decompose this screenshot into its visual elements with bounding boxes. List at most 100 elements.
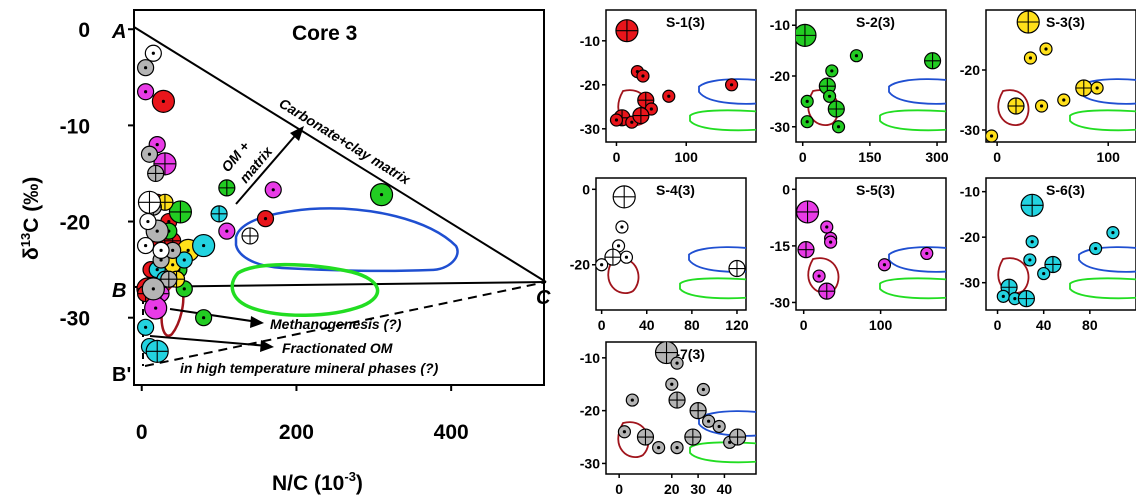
main-white-point-49 <box>137 236 155 255</box>
panel-6: S-6(3) 0 40 80 -10 -20 -30 <box>960 177 1136 333</box>
panel-6-x-tick-label-0: 0 <box>994 317 1002 333</box>
panel-5: S-5(3) 0 100 0 -15 -30 <box>770 177 947 333</box>
panel-7-gray-point-5 <box>696 382 710 397</box>
panel-5-magenta-point-0 <box>796 200 820 224</box>
panel-3-yellow-point-2 <box>1039 42 1053 56</box>
panel-2-y-tick-label-0: -10 <box>770 17 790 33</box>
panel-5-x-tick-label-1: 100 <box>869 317 893 333</box>
main-magenta-point-25 <box>264 181 282 199</box>
panel-1-points <box>609 19 739 129</box>
panel-7-gray-point-9 <box>636 428 655 446</box>
green-field-main <box>230 262 380 318</box>
panel-2-x-tick-label-2: 300 <box>925 149 949 165</box>
panel-7-y-tick-label-1: -20 <box>580 403 600 419</box>
panel-2: S-2(3) 0 150 300 -10 -20 -30 <box>770 9 949 165</box>
panel-5-points <box>796 200 934 300</box>
panel-2-green-point-4 <box>822 89 837 103</box>
main-y-tick-label-2: -20 <box>60 212 90 235</box>
methanogenesis-arrowhead <box>250 316 264 328</box>
panel-1-x-tick-label-1: 100 <box>675 149 699 165</box>
panel-3-y-tick-label-1: -30 <box>960 122 980 138</box>
panel-7-gray-point-4 <box>625 393 639 407</box>
panel-2-frame <box>795 9 947 143</box>
panel-1-red-point-7 <box>609 113 624 127</box>
main-magenta-point-22 <box>137 83 155 101</box>
panel-1-y-tick-label-1: -20 <box>580 77 600 93</box>
panel-7-gray-point-7 <box>702 414 716 428</box>
panel-3-frame <box>985 9 1136 143</box>
line-a-c <box>133 26 547 283</box>
panel-6-cyan-point-1 <box>1025 235 1039 249</box>
panel-6-cyan-point-3 <box>1044 255 1062 274</box>
panel-7-gray-point-12 <box>684 428 702 446</box>
panel-2-green-point-6 <box>827 100 845 118</box>
panel-3: S-3(3) 0 100 -20 -30 <box>960 9 1136 165</box>
panel-7-y-tick-label-0: -10 <box>580 350 600 366</box>
panel-1-red-point-0 <box>615 19 639 43</box>
panel-4-y-tick-label-1: -20 <box>570 257 590 273</box>
panel-1-x-tick-label-0: 0 <box>613 149 621 165</box>
methanogenesis-arrow <box>169 308 259 323</box>
panel-7-gray-point-13 <box>712 419 726 434</box>
point-b-label: B <box>112 280 126 302</box>
panel-5-magenta-point-8 <box>920 246 934 261</box>
panel-2-x-tick-label-0: 0 <box>799 149 807 165</box>
methanogenesis-label: Methanogenesis (?) <box>270 316 402 332</box>
panel-4: S-4(3) 0 40 80 120 0 -20 <box>570 177 749 333</box>
om-matrix-arrowhead <box>290 126 304 141</box>
panel-7: S-7(3)0 20 30 40-10-20-30 <box>580 341 757 497</box>
panel-2-green-point-2 <box>849 49 864 63</box>
panel-4-white-point-3 <box>604 248 622 266</box>
panel-4-y-tick-label-0: 0 <box>582 181 590 197</box>
line-b-c <box>133 281 547 288</box>
panel-2-y-tick-label-2: -30 <box>770 119 790 135</box>
panel-7-gray-point-0 <box>654 342 679 365</box>
panel-6-cyan-point-10 <box>1037 266 1051 281</box>
panel-7-gray-point-2 <box>665 377 679 391</box>
fractionated-arrowhead <box>260 340 274 352</box>
panel-1-red-point-5 <box>662 89 676 103</box>
panel-2-green-point-7 <box>800 115 814 129</box>
main-data-points <box>136 44 394 363</box>
panel-1-y-tick-label-2: -30 <box>580 121 600 137</box>
main-x-tick-label-2: 400 <box>434 421 469 444</box>
panel-3-x-tick-label-0: 0 <box>993 149 1001 165</box>
main-red-point-7 <box>256 210 275 228</box>
panel-3-fields <box>997 78 1136 132</box>
main-y-tick-label-0: 0 <box>78 19 90 42</box>
panel-3-y-tick-label-0: -20 <box>960 62 980 78</box>
main-white-point-48 <box>137 190 162 214</box>
panel-5-magenta-point-4 <box>824 235 838 249</box>
panel-4-white-point-5 <box>596 258 609 272</box>
panel-6-cyan-point-9 <box>1017 290 1035 308</box>
main-cyan-point-31 <box>175 251 193 269</box>
main-white-point-46 <box>144 44 162 62</box>
panel-2-title: S-2(3) <box>856 14 895 30</box>
main-cyan-point-36 <box>145 339 169 363</box>
main-red-point-8 <box>151 89 175 113</box>
main-white-point-47 <box>139 212 157 231</box>
main-white-point-51 <box>241 227 259 245</box>
panel-6-cyan-point-5 <box>1106 226 1120 240</box>
panel-6-x-tick-label-1: 40 <box>1036 317 1052 333</box>
panel-3-x-tick-label-1: 100 <box>1097 149 1121 165</box>
panel-5-x-tick-label-0: 0 <box>800 317 808 333</box>
panel-4-white-point-6 <box>728 259 746 278</box>
x-axis-title: N/C (10-3) <box>272 469 363 495</box>
y-axis-title: δ13C (‰) <box>18 177 43 260</box>
panel-2-green-point-1 <box>825 64 839 78</box>
main-green-point-16 <box>369 183 394 207</box>
panel-4-x-tick-label-1: 40 <box>639 317 655 333</box>
fractionated-label-2: in high temperature mineral phases (?) <box>180 360 439 376</box>
panel-7-x-tick-label-3: 40 <box>717 481 733 497</box>
panel-1-red-point-2 <box>636 69 650 83</box>
panel-5-magenta-point-3 <box>797 241 815 259</box>
panel-3-title: S-3(3) <box>1046 14 1085 30</box>
panel-1-title: S-1(3) <box>666 14 705 30</box>
panel-4-white-point-0 <box>612 185 636 209</box>
line-bp-c-dashed <box>144 281 547 367</box>
main-gray-point-42 <box>160 270 178 288</box>
panel-7-fields <box>617 410 756 464</box>
main-cyan-point-32 <box>192 233 216 258</box>
